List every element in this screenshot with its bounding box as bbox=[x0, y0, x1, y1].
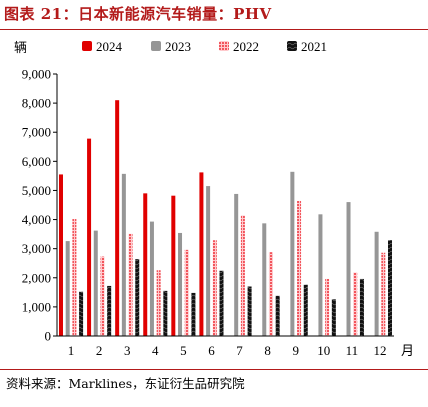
legend-label-2022: 2022 bbox=[233, 39, 259, 54]
bar-2023-m1 bbox=[65, 241, 70, 336]
legend-label-2021: 2021 bbox=[301, 39, 327, 54]
x-tick-label: 1 bbox=[68, 343, 75, 358]
x-tick-label: 2 bbox=[96, 343, 103, 358]
bar-2023-m2 bbox=[93, 230, 98, 336]
legend-swatch-2021 bbox=[287, 41, 297, 51]
bar-2021-m3 bbox=[135, 259, 140, 336]
bar-2022-m4 bbox=[156, 270, 161, 336]
title-divider bbox=[0, 29, 428, 30]
y-tick-label: 5,000 bbox=[22, 183, 51, 198]
bar-2023-m10 bbox=[318, 214, 323, 336]
bar-2021-m12 bbox=[388, 240, 393, 336]
y-tick-label: 8,000 bbox=[22, 96, 51, 111]
legend-swatch-2024 bbox=[82, 41, 92, 51]
x-axis-label: 月 bbox=[401, 343, 414, 358]
x-axis-ticks: 1 2 3 4 5 6 7 8 9 10 11 12 bbox=[68, 343, 387, 358]
bar-2021-m5 bbox=[191, 292, 196, 336]
bar-2023-m6 bbox=[206, 186, 211, 336]
x-tick-label: 11 bbox=[346, 343, 359, 358]
bar-2022-m7 bbox=[240, 215, 245, 336]
x-tick-label: 5 bbox=[180, 343, 187, 358]
x-tick-label: 9 bbox=[292, 343, 299, 358]
bar-2023-m11 bbox=[346, 202, 351, 336]
bar-2024-m3 bbox=[115, 100, 120, 336]
bar-2024-m5 bbox=[171, 195, 176, 336]
bar-2024-m1 bbox=[58, 174, 63, 336]
chart-legend: 2024 2023 2022 2021 bbox=[82, 39, 327, 54]
bar-2021-m4 bbox=[163, 290, 168, 336]
y-axis-ticks: 0 1,000 2,000 3,000 4,000 5,000 6,000 7,000 8,00… bbox=[22, 67, 57, 344]
bar-2021-m7 bbox=[247, 286, 252, 336]
bar-2022-m5 bbox=[184, 249, 189, 336]
legend-label-2024: 2024 bbox=[96, 39, 123, 54]
legend-swatch-2022 bbox=[219, 41, 229, 51]
bar-2023-m9 bbox=[290, 171, 295, 336]
source-note: 资料来源：Marklines，东证衍生品研究院 bbox=[6, 376, 245, 391]
bar-2022-m11 bbox=[353, 272, 358, 336]
bar-2023-m3 bbox=[121, 173, 126, 336]
x-tick-label: 7 bbox=[236, 343, 243, 358]
x-tick-label: 8 bbox=[264, 343, 271, 358]
x-tick-label: 12 bbox=[373, 343, 386, 358]
y-tick-label: 3,000 bbox=[22, 241, 51, 256]
bar-2022-m12 bbox=[381, 252, 386, 336]
y-tick-label: 9,000 bbox=[22, 67, 51, 82]
legend-label-2023: 2023 bbox=[165, 39, 191, 54]
y-tick-label: 6,000 bbox=[22, 154, 51, 169]
y-tick-label: 0 bbox=[45, 329, 52, 344]
bar-2021-m8 bbox=[275, 295, 280, 336]
chart-title: 图表 21：日本新能源汽车销量：PHV bbox=[4, 5, 272, 23]
bar-2023-m7 bbox=[234, 193, 239, 336]
x-tick-label: 4 bbox=[152, 343, 159, 358]
bar-2021-m6 bbox=[219, 270, 224, 336]
bar-2022-m1 bbox=[72, 218, 77, 336]
bar-2022-m10 bbox=[325, 278, 330, 336]
bar-2023-m4 bbox=[149, 221, 154, 336]
bars bbox=[58, 100, 393, 336]
bar-2021-m10 bbox=[331, 299, 336, 336]
y-tick-label: 4,000 bbox=[22, 212, 51, 227]
bar-2021-m2 bbox=[107, 285, 112, 336]
bar-2023-m5 bbox=[178, 232, 183, 336]
y-tick-label: 7,000 bbox=[22, 125, 51, 140]
footer-divider bbox=[0, 369, 428, 370]
bar-2023-m8 bbox=[262, 223, 267, 336]
bar-2024-m6 bbox=[199, 172, 204, 336]
bar-2024-m4 bbox=[143, 193, 148, 336]
x-tick-label: 6 bbox=[208, 343, 215, 358]
y-tick-label: 1,000 bbox=[22, 299, 51, 314]
bar-2021-m1 bbox=[79, 291, 84, 336]
bar-2021-m11 bbox=[359, 278, 364, 336]
bar-2022-m6 bbox=[212, 240, 217, 336]
phv-sales-chart: 2024 2023 2022 2021 辆 0 1,000 2,000 3,000 4,000… bbox=[14, 39, 414, 358]
bar-2023-m12 bbox=[374, 231, 379, 336]
bar-2021-m9 bbox=[303, 284, 308, 336]
x-tick-label: 3 bbox=[124, 343, 131, 358]
y-axis-label: 辆 bbox=[14, 40, 27, 55]
y-tick-label: 2,000 bbox=[22, 270, 51, 285]
x-tick-label: 10 bbox=[317, 343, 330, 358]
legend-swatch-2023 bbox=[151, 41, 161, 51]
bar-2024-m2 bbox=[87, 138, 92, 336]
bar-2022-m9 bbox=[297, 200, 302, 336]
bar-2022-m3 bbox=[128, 233, 133, 336]
bar-2022-m8 bbox=[268, 252, 273, 336]
bar-2022-m2 bbox=[100, 256, 105, 336]
